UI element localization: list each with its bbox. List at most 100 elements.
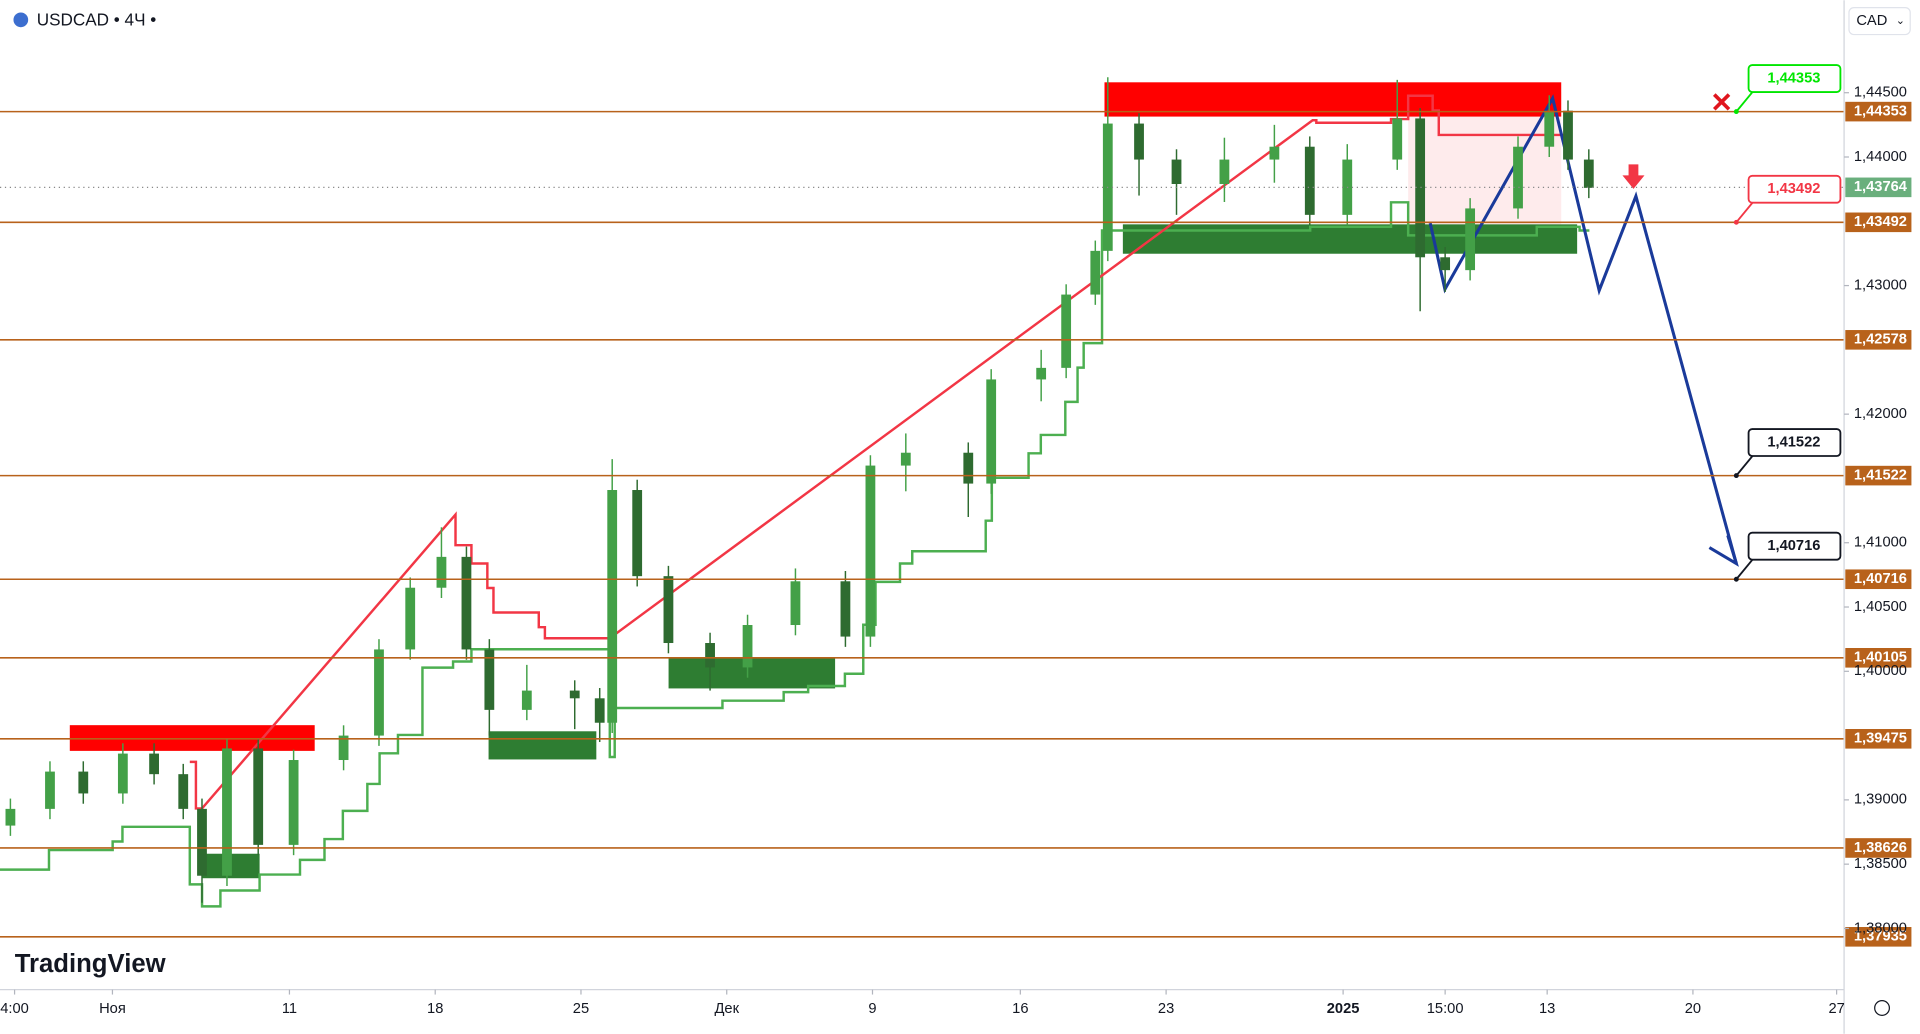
y-tick-label: 1,43000 xyxy=(1854,277,1907,293)
candle-body xyxy=(1171,159,1182,184)
drawings xyxy=(0,82,1739,908)
candle-body xyxy=(594,698,605,723)
trend-line xyxy=(0,201,1590,908)
x-tick-label: 4:00 xyxy=(0,1001,29,1017)
x-tick-label: 15:00 xyxy=(1427,1001,1464,1017)
demand-zone xyxy=(488,731,597,760)
x-tick-label: 18 xyxy=(427,1001,443,1017)
y-tick-label: 1,44500 xyxy=(1854,85,1907,101)
y-tick-label: 1,39000 xyxy=(1854,792,1907,808)
candle-body xyxy=(742,625,753,668)
candle-body xyxy=(338,735,349,761)
candle-body xyxy=(1269,146,1280,160)
candle-body xyxy=(1563,110,1573,160)
symbol: USDCAD • 4Ч • xyxy=(37,10,157,30)
candle-body xyxy=(1465,208,1476,271)
y-tick-label: 1,41000 xyxy=(1854,535,1907,551)
flag-icon xyxy=(13,12,29,28)
candle-body xyxy=(663,576,674,644)
callout-box xyxy=(1747,174,1842,204)
level-label: 1,37935 xyxy=(1854,929,1907,945)
candle-body xyxy=(1219,159,1230,184)
candle-body xyxy=(288,760,299,845)
callout-box xyxy=(1747,428,1842,457)
x-tick-label: 23 xyxy=(1158,1001,1174,1017)
y-tick-label: 1,42000 xyxy=(1854,406,1907,422)
x-tick-label: Ноя xyxy=(99,1001,126,1017)
callout-pointer xyxy=(1735,90,1755,113)
candle-body xyxy=(461,556,472,650)
candle-body xyxy=(178,774,189,809)
cross-mark xyxy=(1712,93,1731,111)
callout-box xyxy=(1747,531,1842,561)
level-label: 1,42578 xyxy=(1854,332,1907,348)
callout-anchor xyxy=(1733,576,1739,582)
last-price-box xyxy=(1845,177,1912,198)
candle-body xyxy=(963,452,974,484)
currency-select[interactable] xyxy=(1848,6,1911,36)
candle-body xyxy=(1392,118,1403,160)
candle-body xyxy=(1513,146,1523,209)
candle-body xyxy=(5,808,16,826)
candle-body xyxy=(607,490,618,723)
level-label-box xyxy=(1845,838,1912,858)
candle-body xyxy=(1036,367,1047,380)
candle-body xyxy=(1304,146,1315,215)
candle-body xyxy=(45,771,55,809)
level-label: 1,40716 xyxy=(1854,571,1907,587)
level-label-box xyxy=(1845,101,1912,122)
trend-line xyxy=(189,94,1568,810)
candles xyxy=(5,77,1594,903)
level-label: 1,40105 xyxy=(1854,650,1907,666)
candle-body xyxy=(149,753,159,775)
y-tick-label: 1,40500 xyxy=(1854,599,1907,615)
x-tick-label: Дек xyxy=(714,1001,739,1017)
level-label-box xyxy=(1845,569,1912,590)
x-tick-label: 9 xyxy=(868,1001,876,1017)
candle-body xyxy=(705,643,715,668)
candle-body xyxy=(986,379,997,484)
level-label: 1,44353 xyxy=(1854,103,1907,119)
callout-pointer xyxy=(1735,200,1755,223)
x-tick-label: 2025 xyxy=(1327,1001,1360,1017)
x-tick-label: 27 xyxy=(1828,1001,1844,1017)
levels: 1,44353 1,43492 1,42578 1,41522 1,40716 1,401… xyxy=(0,64,1912,947)
candle-body xyxy=(78,771,89,794)
level-label-box xyxy=(1845,330,1912,350)
candle-body xyxy=(374,649,384,736)
callout-anchor xyxy=(1733,473,1739,479)
last-price-label: 1,43764 xyxy=(1854,179,1908,195)
level-label-box xyxy=(1845,212,1912,233)
candle-body xyxy=(222,748,232,876)
x-tick-label: 11 xyxy=(282,1001,297,1017)
settings-icon[interactable] xyxy=(1874,1000,1890,1016)
currency[interactable]: CAD xyxy=(1856,13,1887,29)
candle-body xyxy=(484,649,495,710)
y-tick-label: 1,38000 xyxy=(1854,920,1907,936)
candle-body xyxy=(253,748,264,845)
callout-label: 1,40716 xyxy=(1767,538,1820,554)
callout-anchor xyxy=(1733,219,1739,225)
forecast-arrow xyxy=(1708,534,1739,567)
candle-body xyxy=(1061,294,1072,368)
callout-box xyxy=(1747,64,1842,93)
candle-body xyxy=(197,808,207,876)
level-label-box xyxy=(1845,648,1912,668)
candle-body xyxy=(1583,159,1594,188)
candle-body xyxy=(569,690,580,699)
callout-label: 1,44353 xyxy=(1767,70,1820,86)
level-label: 1,43492 xyxy=(1854,214,1907,230)
x-tick-label: 25 xyxy=(573,1001,589,1017)
caret[interactable]: ⌄ xyxy=(1896,15,1905,27)
candle-body xyxy=(436,556,447,588)
candle-body xyxy=(632,490,643,577)
callout-pointer xyxy=(1735,454,1755,477)
y-tick-label: 1,38500 xyxy=(1854,856,1907,872)
level-label-box xyxy=(1845,729,1912,749)
x-tick-label: 16 xyxy=(1012,1001,1028,1017)
candle-body xyxy=(1544,110,1555,147)
candle-body xyxy=(790,581,801,626)
callout-anchor xyxy=(1733,109,1739,115)
callout-label: 1,41522 xyxy=(1767,434,1820,450)
